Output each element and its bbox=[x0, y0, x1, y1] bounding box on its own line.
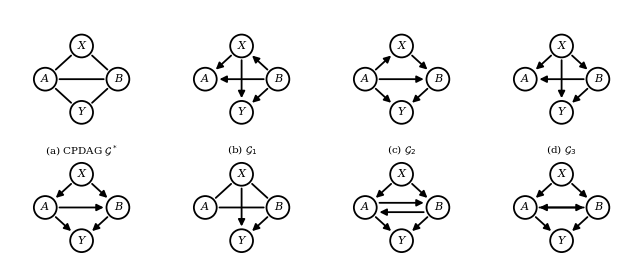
Circle shape bbox=[194, 196, 217, 219]
Circle shape bbox=[354, 196, 377, 219]
Text: Y: Y bbox=[558, 236, 565, 246]
Text: A: A bbox=[362, 203, 369, 212]
Text: X: X bbox=[397, 41, 406, 51]
Circle shape bbox=[70, 35, 93, 57]
Text: A: A bbox=[522, 74, 529, 84]
Circle shape bbox=[230, 163, 253, 186]
Text: X: X bbox=[397, 169, 406, 179]
Circle shape bbox=[586, 68, 609, 91]
Text: X: X bbox=[77, 41, 86, 51]
Circle shape bbox=[514, 196, 537, 219]
Circle shape bbox=[266, 196, 289, 219]
Text: B: B bbox=[114, 74, 122, 84]
Circle shape bbox=[34, 68, 57, 91]
Text: A: A bbox=[522, 203, 529, 212]
Text: X: X bbox=[557, 41, 566, 51]
Circle shape bbox=[550, 229, 573, 252]
Text: A: A bbox=[202, 74, 209, 84]
Text: Y: Y bbox=[238, 107, 245, 117]
Text: X: X bbox=[237, 41, 246, 51]
Circle shape bbox=[106, 68, 129, 91]
Text: Y: Y bbox=[78, 107, 85, 117]
Text: B: B bbox=[434, 74, 442, 84]
Circle shape bbox=[550, 35, 573, 57]
Text: (f) MPDAG $\mathcal{H}$: (f) MPDAG $\mathcal{H}$ bbox=[206, 272, 277, 273]
Text: B: B bbox=[434, 203, 442, 212]
Circle shape bbox=[230, 35, 253, 57]
Text: B: B bbox=[274, 203, 282, 212]
Text: A: A bbox=[202, 203, 209, 212]
Circle shape bbox=[70, 229, 93, 252]
Text: B: B bbox=[594, 74, 602, 84]
Text: (h) $\mathcal{G}_6$: (h) $\mathcal{G}_6$ bbox=[547, 272, 577, 273]
Circle shape bbox=[390, 163, 413, 186]
Circle shape bbox=[230, 101, 253, 124]
Text: A: A bbox=[42, 203, 49, 212]
Text: A: A bbox=[362, 74, 369, 84]
Circle shape bbox=[354, 68, 377, 91]
Circle shape bbox=[550, 101, 573, 124]
Text: B: B bbox=[594, 203, 602, 212]
Text: X: X bbox=[77, 169, 86, 179]
Text: B: B bbox=[274, 74, 282, 84]
Circle shape bbox=[194, 68, 217, 91]
Text: Y: Y bbox=[238, 236, 245, 246]
Text: (e) $\mathcal{G}_4$: (e) $\mathcal{G}_4$ bbox=[67, 272, 97, 273]
Circle shape bbox=[586, 196, 609, 219]
Circle shape bbox=[390, 229, 413, 252]
Text: (b) $\mathcal{G}_1$: (b) $\mathcal{G}_1$ bbox=[227, 143, 257, 157]
Text: X: X bbox=[237, 169, 246, 179]
Text: (d) $\mathcal{G}_3$: (d) $\mathcal{G}_3$ bbox=[547, 143, 577, 157]
Text: Y: Y bbox=[398, 236, 405, 246]
Text: Y: Y bbox=[558, 107, 565, 117]
Text: Y: Y bbox=[398, 107, 405, 117]
Circle shape bbox=[514, 68, 537, 91]
Circle shape bbox=[426, 196, 449, 219]
Text: X: X bbox=[557, 169, 566, 179]
Circle shape bbox=[266, 68, 289, 91]
Circle shape bbox=[34, 196, 57, 219]
Circle shape bbox=[390, 101, 413, 124]
Circle shape bbox=[70, 163, 93, 186]
Text: (g) $\mathcal{G}_5$: (g) $\mathcal{G}_5$ bbox=[387, 272, 417, 273]
Circle shape bbox=[230, 229, 253, 252]
Text: (c) $\mathcal{G}_2$: (c) $\mathcal{G}_2$ bbox=[387, 143, 416, 157]
Text: A: A bbox=[42, 74, 49, 84]
Text: (a) CPDAG $\mathcal{G}^*$: (a) CPDAG $\mathcal{G}^*$ bbox=[45, 143, 118, 158]
Circle shape bbox=[390, 35, 413, 57]
Text: B: B bbox=[114, 203, 122, 212]
Circle shape bbox=[70, 101, 93, 124]
Circle shape bbox=[426, 68, 449, 91]
Circle shape bbox=[106, 196, 129, 219]
Text: Y: Y bbox=[78, 236, 85, 246]
Circle shape bbox=[550, 163, 573, 186]
